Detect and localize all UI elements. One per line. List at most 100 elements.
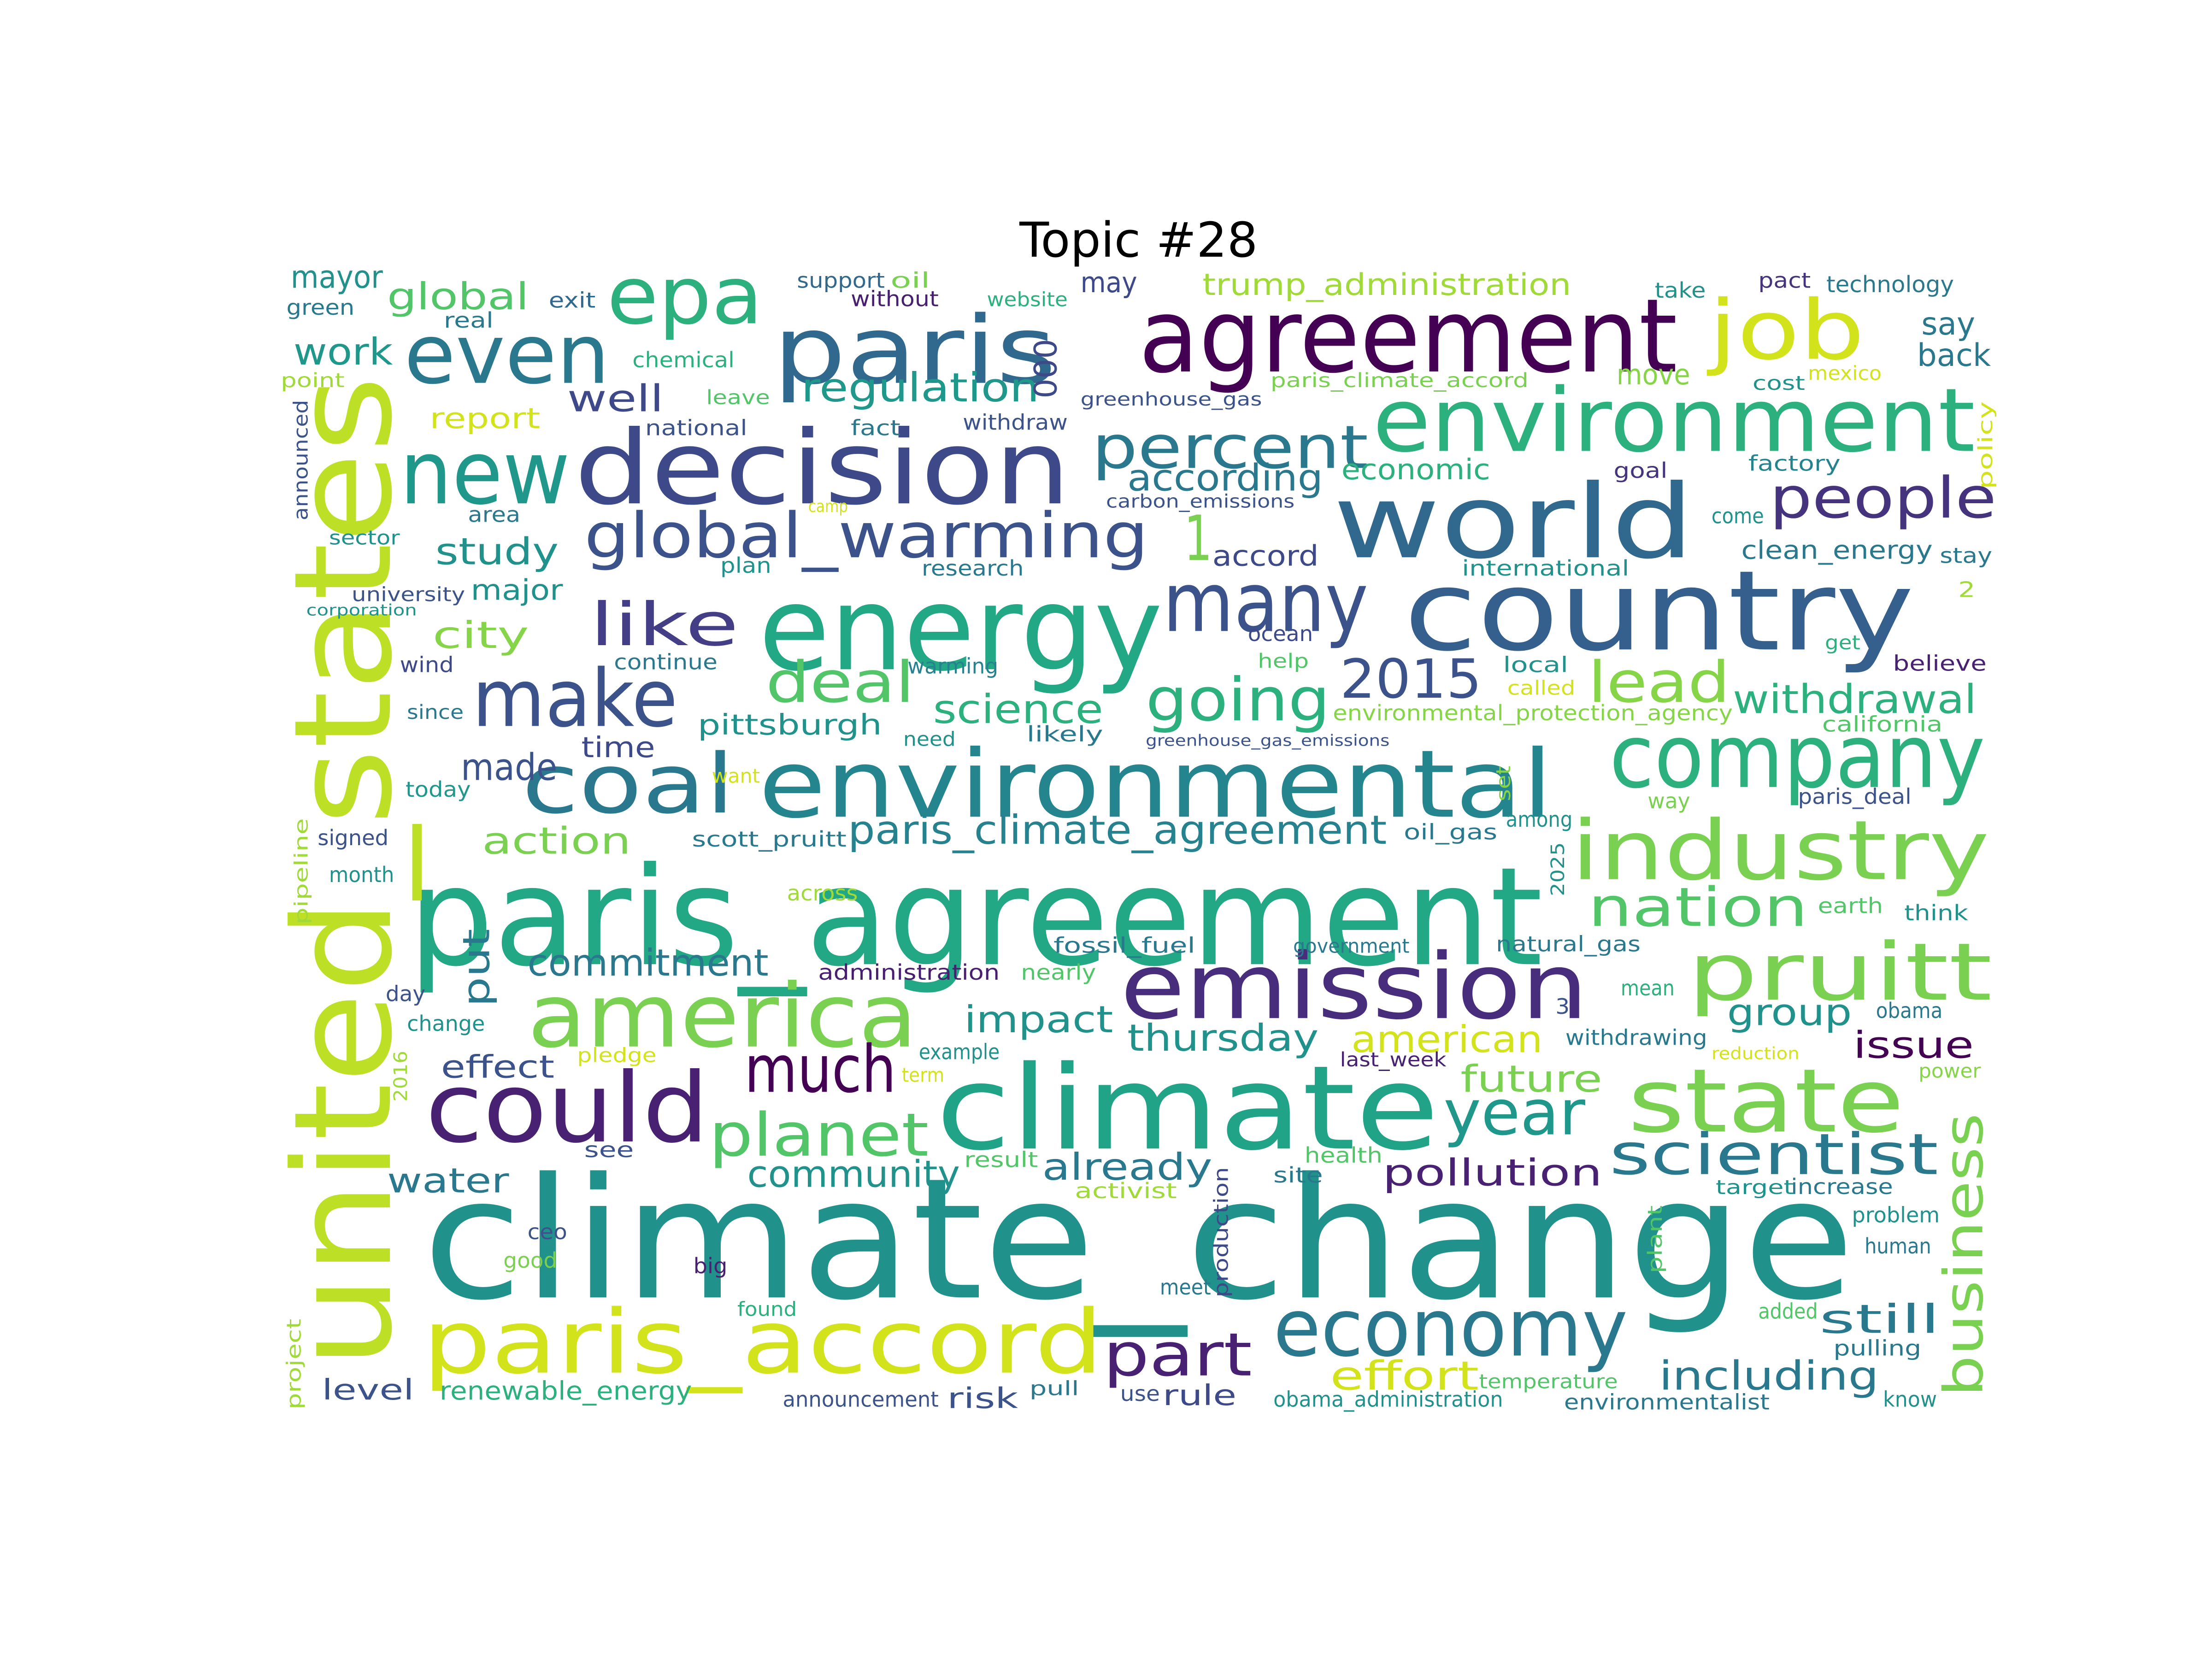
word-greenhouse-gas-emissions: greenhouse_gas_emissions — [1146, 731, 1389, 749]
word-lead: lead — [1588, 650, 1730, 716]
word-report: report — [429, 402, 540, 435]
word-scott-pruitt: scott_pruitt — [692, 827, 847, 852]
word-term: term — [902, 1064, 944, 1087]
word-still: still — [1819, 1296, 1940, 1342]
word-need: need — [903, 728, 956, 751]
word-effort: effort — [1330, 1353, 1479, 1399]
word-effect: effect — [441, 1048, 554, 1085]
word-good: good — [503, 1248, 557, 1273]
word-job: job — [1706, 282, 1865, 378]
word-plan: plan — [720, 553, 771, 578]
word-california: california — [1822, 712, 1943, 737]
word-goal: goal — [1614, 458, 1668, 483]
word-oil: oil — [890, 268, 930, 293]
word-warming: warming — [907, 654, 998, 679]
word-point: point — [281, 369, 344, 392]
word-carbon-emissions: carbon_emissions — [1106, 491, 1294, 512]
word-energy: energy — [759, 561, 1163, 697]
word-nearly: nearly — [1021, 960, 1096, 985]
word-new: new — [400, 422, 570, 524]
word-site: site — [1273, 1163, 1323, 1188]
word-want: want — [712, 765, 760, 788]
word-production: production — [1210, 1167, 1233, 1297]
word-pollution: pollution — [1382, 1151, 1602, 1194]
word-among: among — [1506, 807, 1573, 832]
word-meet: meet — [1160, 1275, 1211, 1300]
word-leave: leave — [706, 386, 770, 409]
chart-title: Topic #28 — [1019, 212, 1258, 268]
word-today: today — [406, 777, 471, 802]
word-climate: climate — [936, 1041, 1439, 1176]
word-community: community — [747, 1153, 960, 1195]
word-month: month — [329, 862, 394, 887]
word-2025: 2025 — [1547, 842, 1569, 896]
word-issue: issue — [1853, 1024, 1974, 1066]
word-country: country — [1404, 547, 1914, 676]
word-health: health — [1305, 1143, 1382, 1168]
word-2016: 2016 — [390, 1051, 412, 1102]
word-last-week: last_week — [1340, 1048, 1447, 1071]
word-american: american — [1351, 1018, 1542, 1061]
word-global-warming: global_warming — [584, 499, 1149, 572]
word-epa: epa — [607, 250, 763, 342]
word-area: area — [468, 502, 520, 527]
word-put: put — [455, 929, 498, 1006]
word-water: water — [387, 1161, 509, 1201]
word-use: use — [1120, 1381, 1160, 1406]
word-announcement: announcement — [782, 1387, 938, 1412]
word-level: level — [322, 1373, 414, 1406]
word-human: human — [1865, 1234, 1931, 1259]
word-take: take — [1655, 278, 1706, 303]
word-reduction: reduction — [1712, 1043, 1800, 1063]
word-paris-climate-agreement: paris_climate_agreement — [848, 807, 1387, 853]
word-set: set — [1492, 766, 1515, 801]
word-withdrawing: withdrawing — [1565, 1025, 1707, 1050]
word-rule: rule — [1163, 1379, 1236, 1412]
word-camp: camp — [808, 496, 848, 516]
word-get: get — [1825, 631, 1860, 654]
word-world: world — [1333, 463, 1694, 582]
word-added: added — [1758, 1299, 1818, 1324]
word-commitment: commitment — [528, 941, 769, 984]
word-paris-accord: paris_accord — [423, 1291, 1103, 1393]
word-many: many — [1163, 555, 1368, 651]
word-pulling: pulling — [1833, 1336, 1921, 1361]
word-year: year — [1443, 1077, 1585, 1149]
word-work: work — [294, 330, 393, 373]
word-project: project — [282, 1319, 306, 1410]
word-national: national — [645, 416, 747, 441]
word-across: across — [787, 881, 858, 906]
word-change: change — [407, 1011, 485, 1036]
word-example: example — [919, 1039, 1000, 1064]
word-believe: believe — [1893, 651, 1987, 676]
word-research: research — [922, 556, 1024, 581]
word-natural-gas: natural_gas — [1496, 932, 1641, 957]
word-going: going — [1146, 665, 1330, 735]
word-temperature: temperature — [1479, 1370, 1618, 1393]
word-pittsburgh: pittsburgh — [698, 708, 882, 741]
word-problem: problem — [1852, 1202, 1940, 1227]
word-planet: planet — [709, 1101, 929, 1170]
word-well: well — [567, 377, 664, 420]
word-state: state — [1628, 1050, 1904, 1152]
word-factory: factory — [1748, 451, 1841, 476]
word-economy: economy — [1273, 1282, 1628, 1375]
word-scientist: scientist — [1609, 1122, 1938, 1188]
word-company: company — [1609, 706, 1985, 808]
word-time: time — [582, 731, 655, 764]
word-emission: emission — [1120, 934, 1588, 1040]
word-obama-administration: obama_administration — [1273, 1387, 1503, 1412]
word-percent: percent — [1092, 413, 1368, 482]
word-big: big — [694, 1253, 728, 1278]
word-environmentalist: environmentalist — [1564, 1389, 1770, 1414]
word-mean: mean — [1621, 976, 1675, 1000]
word-business: business — [1932, 1113, 1995, 1396]
word-pipeline: pipeline — [291, 818, 312, 924]
word-economic: economic — [1341, 453, 1490, 486]
word-move: move — [1617, 358, 1690, 391]
word-back: back — [1917, 337, 1991, 373]
word-university: university — [352, 583, 465, 606]
word-make: make — [472, 652, 678, 745]
